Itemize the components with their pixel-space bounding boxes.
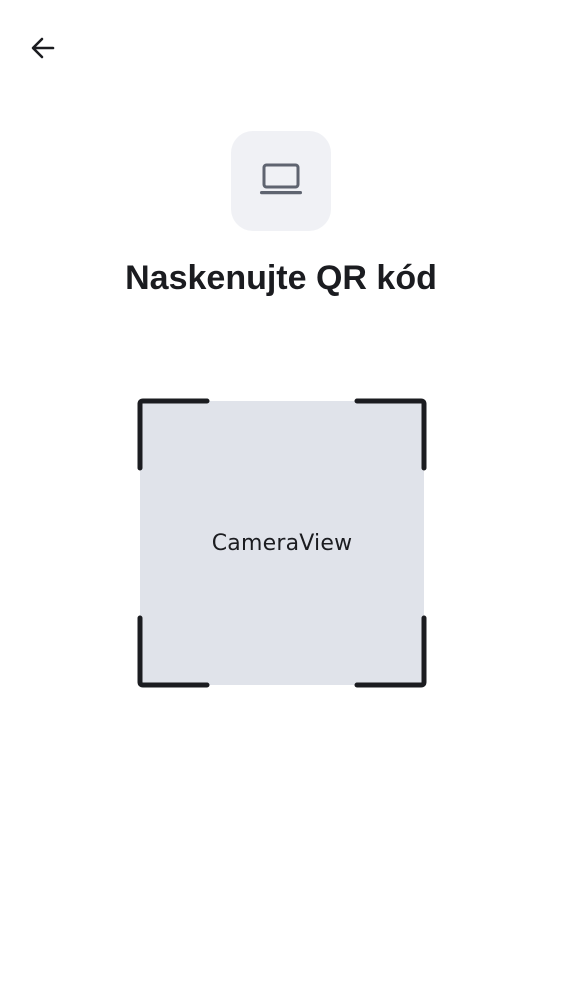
- page-title: Naskenujte QR kód: [125, 259, 437, 297]
- arrow-left-icon: [29, 34, 57, 67]
- device-tile: [231, 131, 331, 231]
- laptop-icon: [257, 155, 305, 208]
- qr-scanner-frame: CameraView: [137, 398, 427, 688]
- back-button[interactable]: [20, 27, 66, 73]
- camera-view-label: CameraView: [211, 530, 353, 556]
- camera-view[interactable]: CameraView: [140, 401, 424, 685]
